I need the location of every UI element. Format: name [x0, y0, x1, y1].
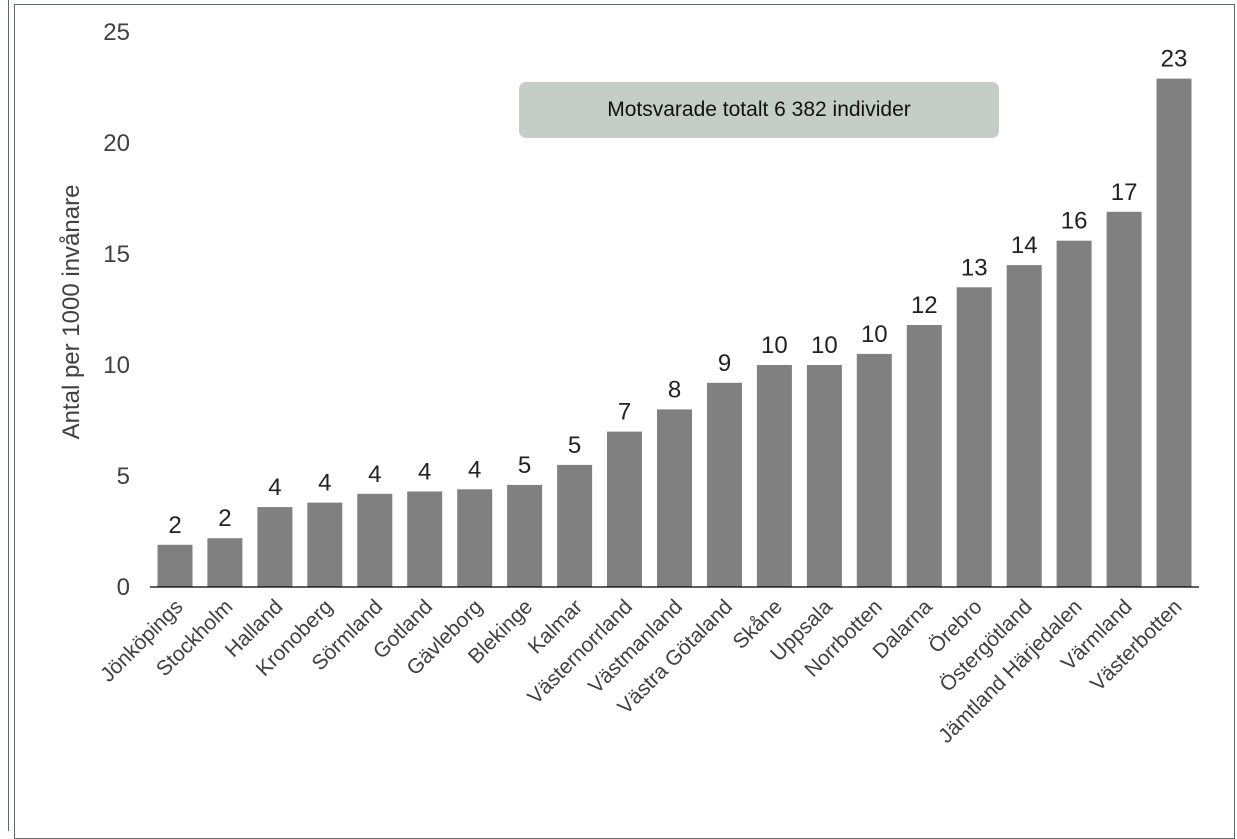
bar — [1006, 265, 1042, 587]
bar — [657, 409, 692, 587]
data-label: 23 — [1161, 46, 1188, 73]
bar — [806, 365, 842, 587]
data-label: 10 — [861, 321, 888, 348]
data-label: 12 — [911, 292, 938, 319]
data-label: 2 — [168, 512, 181, 539]
bar — [906, 325, 942, 587]
data-label: 8 — [668, 376, 681, 403]
y-axis-title: Antal per 1000 invånare — [58, 185, 85, 440]
data-label: 7 — [618, 399, 631, 426]
y-tick-label: 25 — [103, 19, 130, 46]
bar — [157, 544, 193, 587]
data-label: 4 — [318, 470, 331, 497]
bar — [457, 489, 493, 587]
data-label: 13 — [961, 254, 988, 281]
bar — [407, 491, 443, 587]
bar — [557, 464, 593, 587]
data-label: 9 — [718, 350, 731, 377]
bar — [707, 382, 742, 587]
data-label: 4 — [468, 456, 481, 483]
bar — [1156, 78, 1192, 587]
bar — [357, 493, 393, 587]
y-tick-label: 15 — [103, 241, 130, 268]
data-label: 5 — [518, 452, 531, 479]
data-label: 10 — [761, 332, 788, 359]
bar — [207, 538, 243, 587]
y-tick-label: 10 — [103, 352, 130, 379]
bar — [507, 484, 543, 587]
data-label: 16 — [1061, 208, 1088, 235]
data-label: 4 — [368, 461, 381, 488]
y-tick-label: 0 — [117, 574, 130, 601]
bar — [956, 287, 992, 587]
y-tick-label: 20 — [103, 130, 130, 157]
total-callout: Motsvarade totalt 6 382 individer — [519, 82, 999, 138]
bar — [307, 502, 343, 587]
y-tick-label: 5 — [117, 463, 130, 490]
bar — [1056, 240, 1092, 587]
bar — [257, 507, 293, 587]
data-label: 10 — [811, 332, 838, 359]
bar — [1106, 211, 1142, 588]
bar — [856, 353, 892, 587]
bar — [756, 365, 792, 587]
callout-text: Motsvarade totalt 6 382 individer — [607, 98, 911, 121]
data-label: 14 — [1011, 232, 1038, 259]
data-label: 2 — [218, 505, 231, 532]
data-label: 4 — [268, 474, 281, 501]
bar — [607, 431, 642, 587]
data-label: 17 — [1111, 179, 1138, 206]
left-border — [0, 0, 9, 831]
data-label: 5 — [568, 432, 581, 459]
data-label: 4 — [418, 459, 431, 486]
